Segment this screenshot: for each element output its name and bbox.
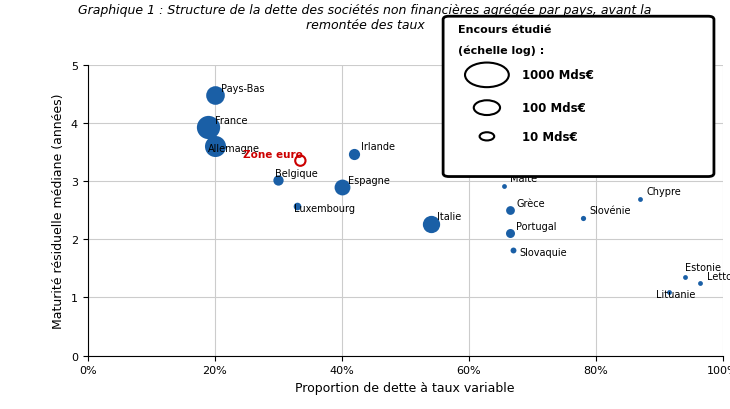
Y-axis label: Maturité résiduelle médiane (années): Maturité résiduelle médiane (années) [53, 93, 65, 328]
X-axis label: Proportion de dette à taux variable: Proportion de dette à taux variable [296, 381, 515, 394]
Text: Lituanie: Lituanie [656, 290, 696, 299]
Text: 10 Mds€: 10 Mds€ [522, 130, 577, 144]
Text: 1000 Mds€: 1000 Mds€ [522, 69, 593, 82]
Text: Encours étudié: Encours étudié [458, 25, 551, 35]
Point [272, 177, 284, 184]
Point [291, 203, 303, 210]
Point [552, 159, 564, 166]
Point [634, 196, 646, 202]
Point [679, 274, 691, 281]
Text: Allemagne: Allemagne [208, 144, 261, 154]
Text: Luxembourg: Luxembourg [294, 204, 355, 213]
Text: Chypre: Chypre [647, 187, 681, 197]
Text: Finlande: Finlande [564, 150, 605, 160]
Text: Autriche: Autriche [488, 144, 529, 154]
Text: Estonie: Estonie [685, 263, 721, 273]
Text: Pays-Bas: Pays-Bas [221, 84, 264, 94]
Point [504, 207, 516, 214]
Point [294, 158, 306, 164]
Text: Irlande: Irlande [361, 142, 395, 152]
Point [498, 183, 510, 189]
Point [475, 153, 487, 160]
Point [209, 93, 220, 99]
Text: Lettonie: Lettonie [707, 271, 730, 281]
Point [202, 124, 214, 131]
Text: (échelle log) :: (échelle log) : [458, 46, 544, 56]
Point [425, 221, 437, 227]
Point [348, 151, 360, 157]
Point [336, 184, 347, 191]
Point [209, 144, 220, 150]
Point [577, 215, 589, 221]
Text: Malte: Malte [510, 174, 537, 184]
Text: Espagne: Espagne [348, 175, 390, 185]
Text: Portugal: Portugal [516, 222, 557, 231]
Text: Grèce: Grèce [516, 198, 545, 208]
Text: Slovénie: Slovénie [589, 206, 631, 216]
Point [507, 247, 519, 254]
Text: Zone euro: Zone euro [243, 149, 303, 159]
Text: Slovaquie: Slovaquie [520, 247, 567, 257]
Point [504, 231, 516, 237]
Text: France: France [215, 115, 247, 125]
Text: Italie: Italie [437, 212, 461, 222]
Text: Belgique: Belgique [275, 168, 318, 178]
Text: 100 Mds€: 100 Mds€ [522, 102, 585, 115]
Text: Graphique 1 : Structure de la dette des sociétés non financières agrégée par pay: Graphique 1 : Structure de la dette des … [78, 4, 652, 32]
Point [695, 280, 707, 286]
Point [663, 289, 675, 295]
